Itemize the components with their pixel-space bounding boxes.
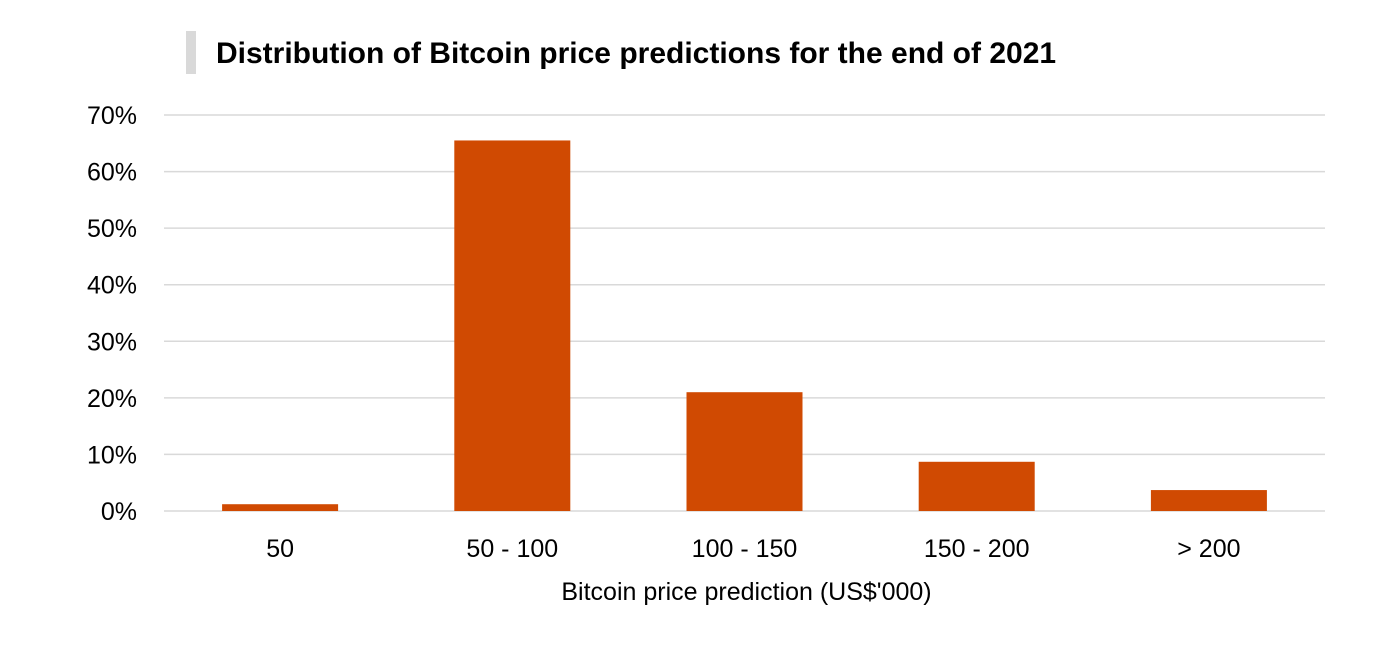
- gridlines: [164, 114, 1325, 512]
- x-tick-label: > 200: [1177, 535, 1240, 563]
- bar: [918, 461, 1035, 511]
- title-marker: [186, 31, 196, 74]
- x-tick-label: 50: [266, 535, 294, 563]
- x-tick-label: 100 - 150: [692, 535, 798, 563]
- y-axis-ticks: 0% 10% 20% 30% 40% 50% 60% 70%: [87, 102, 137, 526]
- x-axis-ticks: 50 50 - 100 100 - 150 150 - 200 > 200: [266, 535, 1240, 563]
- y-tick-label: 10%: [87, 441, 137, 469]
- y-tick-label: 30%: [87, 328, 137, 356]
- bar: [686, 392, 803, 511]
- x-axis-title: Bitcoin price prediction (US$'000): [561, 578, 931, 606]
- bars: [222, 140, 1267, 511]
- y-tick-label: 60%: [87, 159, 137, 187]
- y-tick-label: 70%: [87, 102, 137, 130]
- y-tick-label: 20%: [87, 385, 137, 413]
- bar: [454, 140, 571, 511]
- chart-title: Distribution of Bitcoin price prediction…: [216, 37, 1057, 70]
- y-tick-label: 0%: [101, 498, 137, 526]
- bar: [1150, 490, 1267, 511]
- y-tick-label: 50%: [87, 215, 137, 243]
- y-tick-label: 40%: [87, 272, 137, 300]
- x-tick-label: 150 - 200: [924, 535, 1030, 563]
- x-tick-label: 50 - 100: [466, 535, 558, 563]
- bar: [222, 504, 339, 511]
